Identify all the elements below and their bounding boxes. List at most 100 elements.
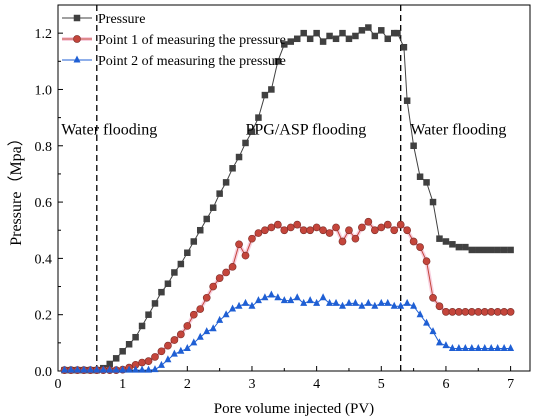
data-point	[222, 179, 230, 186]
data-point	[274, 58, 282, 65]
data-point	[455, 343, 463, 351]
data-point	[493, 308, 502, 316]
series-line	[64, 294, 511, 371]
phase-annotation: PPG/ASP flooding	[246, 122, 367, 139]
data-point	[384, 298, 392, 306]
data-point	[500, 343, 508, 351]
data-point	[313, 298, 321, 306]
data-point	[106, 360, 113, 368]
data-point	[410, 301, 418, 309]
data-point	[429, 293, 437, 302]
data-point	[506, 308, 515, 316]
data-point	[254, 296, 262, 304]
data-point	[106, 365, 114, 373]
data-point	[222, 310, 230, 318]
data-point	[500, 308, 508, 316]
data-point	[209, 324, 217, 332]
y-tick-label: 1.0	[35, 83, 53, 98]
data-point	[145, 311, 152, 318]
data-point	[286, 223, 295, 232]
data-point	[280, 296, 288, 304]
data-point	[209, 204, 217, 211]
data-point	[157, 360, 165, 368]
data-point	[299, 226, 308, 235]
data-point	[287, 296, 295, 304]
data-point	[209, 282, 218, 291]
data-point	[396, 220, 405, 229]
data-point	[196, 226, 204, 234]
data-point	[377, 223, 386, 232]
plot-frame	[57, 4, 531, 372]
data-point	[215, 274, 224, 282]
data-point	[145, 365, 153, 373]
data-point	[144, 357, 153, 365]
data-point	[222, 268, 230, 277]
data-point	[216, 315, 224, 323]
data-point	[365, 24, 372, 31]
data-point	[487, 308, 496, 316]
data-point	[416, 243, 424, 251]
data-point	[370, 226, 379, 235]
data-point	[261, 293, 269, 301]
data-point	[177, 260, 185, 268]
data-point	[475, 246, 482, 254]
data-point	[435, 338, 443, 346]
data-point	[177, 346, 185, 354]
data-point	[435, 302, 444, 311]
data-point	[455, 308, 463, 316]
data-point	[138, 365, 146, 373]
data-point	[500, 246, 508, 254]
data-point	[442, 238, 450, 245]
data-point	[99, 365, 107, 373]
data-point	[416, 310, 424, 318]
series-1	[61, 24, 514, 374]
data-point	[507, 246, 514, 254]
data-point	[448, 308, 457, 316]
data-point	[313, 29, 320, 37]
data-point	[507, 343, 515, 351]
legend-entry: Point 2 of measuring the pressure	[62, 54, 286, 69]
data-point	[423, 179, 430, 186]
data-point	[203, 327, 211, 335]
data-point	[455, 243, 463, 251]
data-point	[422, 257, 431, 266]
data-point	[306, 296, 314, 304]
data-point	[371, 32, 379, 40]
data-point	[235, 301, 243, 309]
data-point	[371, 301, 379, 309]
data-point	[183, 343, 191, 351]
data-point	[248, 301, 256, 309]
data-point	[319, 226, 327, 235]
data-point	[157, 347, 166, 356]
data-point	[190, 238, 198, 245]
x-tick-label: 6	[442, 377, 449, 392]
data-point	[138, 358, 146, 367]
y-tick-label: 0.8	[35, 140, 53, 155]
legend-marker	[73, 35, 81, 43]
data-point	[377, 298, 385, 306]
data-point	[151, 365, 159, 373]
data-point	[326, 298, 334, 306]
data-point	[474, 343, 482, 351]
data-point	[112, 365, 120, 373]
data-point	[216, 190, 223, 197]
data-point	[400, 43, 408, 51]
data-point	[325, 229, 334, 237]
data-point	[248, 234, 256, 243]
data-point	[112, 355, 120, 362]
data-point	[403, 226, 412, 235]
data-point	[332, 298, 340, 306]
data-point	[228, 262, 237, 271]
data-point	[190, 338, 198, 346]
data-point	[229, 304, 237, 312]
data-point	[468, 343, 476, 351]
data-point	[300, 298, 308, 306]
phase-annotation: Water flooding	[410, 122, 506, 139]
data-point	[203, 215, 210, 223]
data-point	[442, 308, 450, 316]
data-point	[319, 38, 327, 45]
y-tick-label: 0.6	[35, 196, 53, 211]
data-point	[189, 310, 198, 319]
x-tick-label: 5	[378, 377, 385, 392]
data-point	[429, 327, 437, 335]
